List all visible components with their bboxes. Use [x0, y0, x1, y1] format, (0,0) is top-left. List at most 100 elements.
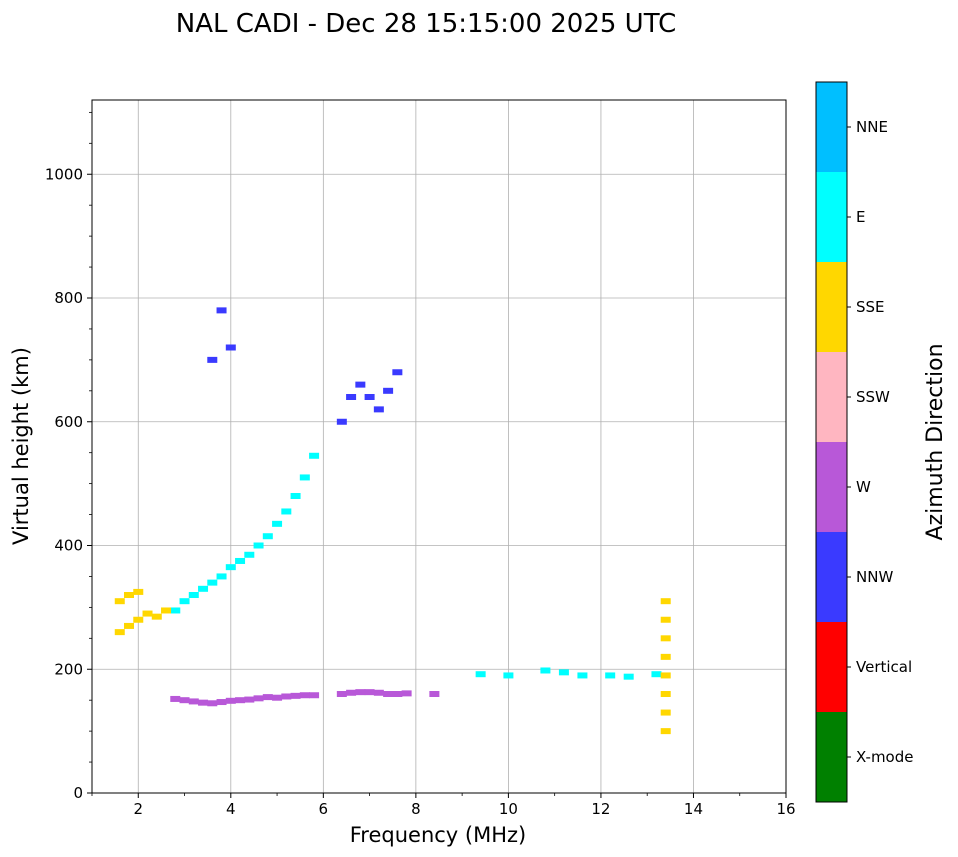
data-point — [235, 557, 246, 564]
data-point — [540, 667, 551, 674]
data-point — [364, 689, 375, 696]
data-point — [355, 689, 366, 696]
data-point — [503, 672, 514, 679]
data-point — [392, 369, 403, 376]
data-point — [198, 585, 209, 592]
colorbar-segment — [816, 622, 847, 712]
x-tick-label: 14 — [684, 800, 703, 818]
colorbar-tick-label: NNW — [856, 568, 893, 586]
data-point — [660, 728, 671, 735]
data-point — [660, 616, 671, 623]
y-tick-label: 1000 — [45, 165, 83, 183]
data-point — [364, 394, 375, 400]
data-point — [188, 592, 199, 598]
colorbar-segment — [816, 82, 847, 172]
series-5 — [207, 307, 403, 425]
data-point — [660, 709, 671, 716]
colorbar-segment — [816, 712, 847, 802]
plot-area: 2 4 6 8 10 12 14 16 0 200 400 600 800 1000 — [45, 99, 796, 818]
y-axis-label: Virtual height (km) — [9, 347, 33, 545]
data-point — [272, 520, 283, 527]
y-axis-ticks: 0 200 400 600 800 1000 — [45, 111, 92, 802]
data-point — [605, 672, 616, 679]
data-point — [346, 394, 357, 400]
colorbar-segment — [816, 352, 847, 442]
y-tick-label: 800 — [54, 289, 83, 307]
data-point — [253, 542, 264, 549]
data-point — [216, 307, 227, 314]
data-point — [179, 697, 190, 704]
data-point — [299, 474, 310, 481]
data-point — [170, 607, 181, 614]
colorbar-frame — [815, 81, 848, 803]
data-point — [207, 700, 218, 707]
data-point — [373, 406, 384, 413]
data-point — [429, 691, 440, 697]
data-point — [651, 671, 662, 678]
data-point — [114, 629, 125, 636]
colorbar: X-mode Vertical NNW W SSW SSE E NNE — [815, 81, 913, 803]
x-tick-label: 8 — [411, 800, 421, 818]
data-point — [475, 671, 486, 678]
data-point — [290, 493, 301, 499]
data-point — [207, 579, 218, 586]
colorbar-tick-label: Vertical — [856, 658, 912, 676]
data-point — [281, 693, 292, 700]
colorbar-tick-label: X-mode — [856, 748, 913, 766]
y-tick-label: 0 — [73, 784, 83, 802]
data-point — [272, 694, 283, 701]
x-tick-label: 10 — [499, 800, 518, 818]
data-point — [336, 418, 347, 425]
data-point — [309, 452, 320, 459]
data-point — [281, 508, 292, 515]
data-point — [244, 551, 255, 558]
data-point — [114, 598, 125, 605]
data-point — [309, 692, 320, 699]
colorbar-tick-label: NNE — [856, 118, 888, 136]
colorbar-segment — [816, 262, 847, 352]
series-2 — [114, 588, 172, 636]
data-point — [253, 695, 264, 702]
data-point — [336, 691, 347, 697]
colorbar-tick-label: SSE — [856, 298, 885, 316]
data-point — [225, 564, 236, 571]
data-point — [660, 691, 671, 697]
series-3 — [475, 667, 662, 680]
series-0 — [170, 689, 440, 707]
x-axis-label: Frequency (MHz) — [350, 823, 526, 847]
colorbar-label: Azimuth Direction — [923, 343, 948, 540]
y-tick-label: 400 — [54, 537, 83, 555]
colorbar-segment — [816, 172, 847, 262]
colorbar-tick-label: SSW — [856, 388, 890, 406]
colorbar-segment — [816, 532, 847, 622]
data-point — [623, 673, 634, 680]
data-point — [151, 613, 162, 620]
data-point — [225, 344, 236, 351]
data-point — [299, 692, 310, 699]
plot-frame — [91, 99, 787, 794]
data-point — [383, 691, 394, 697]
data-point — [179, 598, 190, 605]
data-point — [188, 698, 199, 705]
data-point — [216, 573, 227, 580]
data-point — [660, 635, 671, 642]
data-point — [262, 533, 273, 540]
data-point — [207, 356, 218, 363]
colorbar-segment — [816, 442, 847, 532]
y-tick-label: 600 — [54, 413, 83, 431]
data-point — [558, 669, 569, 676]
data-point — [660, 598, 671, 605]
data-point — [244, 696, 255, 703]
x-tick-label: 16 — [776, 800, 795, 818]
chart-title: NAL CADI - Dec 28 15:15:00 2025 UTC — [176, 9, 676, 39]
data-point — [262, 694, 273, 701]
data-point — [225, 697, 236, 704]
grid — [92, 100, 786, 793]
data-point — [124, 592, 135, 598]
data-point — [392, 691, 403, 697]
data-point — [355, 381, 366, 388]
colorbar-tick-label: E — [856, 208, 865, 226]
x-tick-label: 6 — [319, 800, 329, 818]
data-point — [577, 672, 588, 679]
